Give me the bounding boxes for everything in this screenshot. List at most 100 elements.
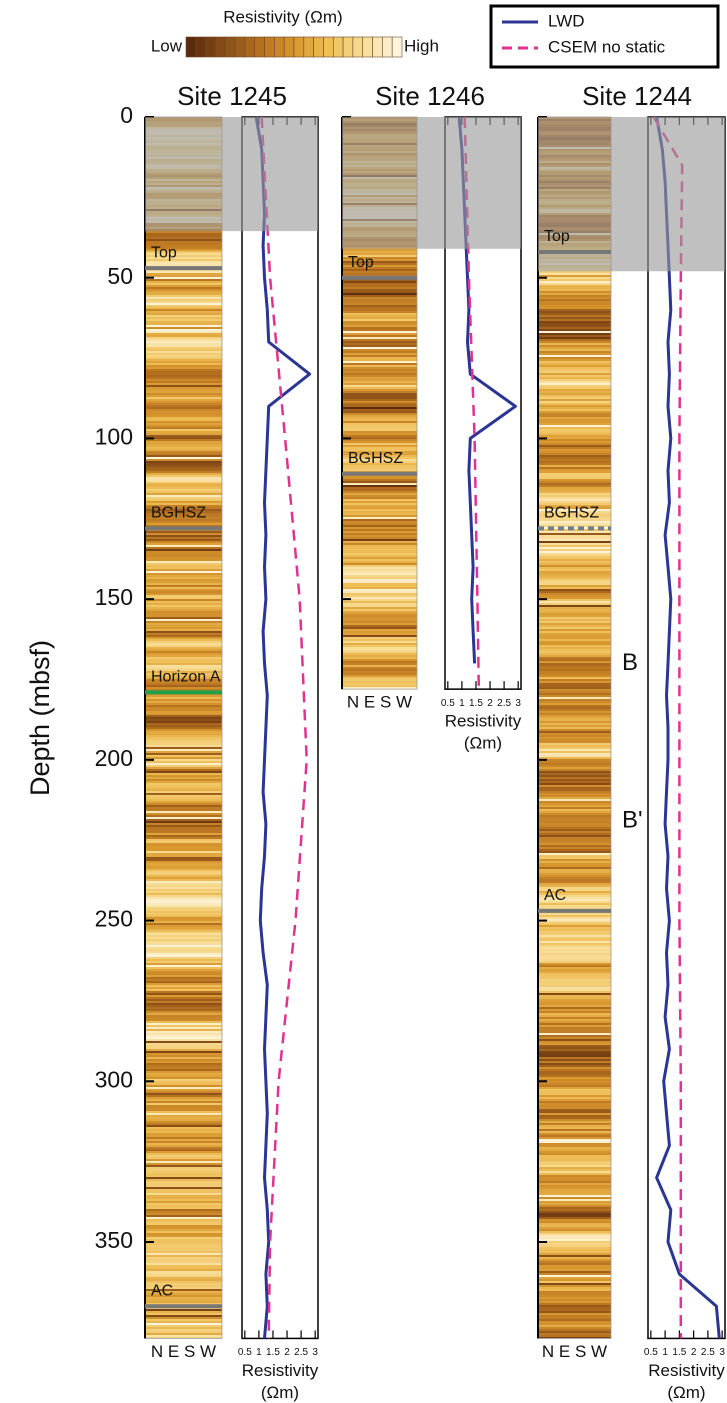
log-texture [145, 289, 222, 292]
log-texture [145, 1027, 222, 1030]
log-texture [538, 1071, 611, 1074]
log-texture [145, 759, 222, 762]
log-texture [538, 1223, 611, 1226]
log-texture [145, 715, 222, 718]
horizon-label: BGHSZ [151, 505, 206, 522]
log-texture [145, 477, 222, 480]
log-texture [538, 391, 611, 394]
log-texture [145, 307, 222, 310]
log-texture [342, 413, 417, 416]
log-texture [145, 1121, 222, 1124]
log-texture [145, 1049, 222, 1052]
log-texture [538, 1123, 611, 1126]
log-texture [145, 935, 222, 938]
log-texture [538, 543, 611, 546]
log-texture [342, 613, 417, 616]
log-texture [145, 937, 222, 940]
log-texture [538, 465, 611, 468]
log-texture [538, 1227, 611, 1230]
log-texture [145, 817, 222, 820]
log-texture [538, 319, 611, 322]
log-texture [538, 927, 611, 930]
log-texture [342, 457, 417, 460]
log-texture [342, 485, 417, 488]
log-texture [342, 407, 417, 410]
log-texture [342, 661, 417, 664]
log-texture [145, 1215, 222, 1218]
log-texture [538, 775, 611, 778]
log-texture [538, 349, 611, 352]
log-texture [538, 461, 611, 464]
log-texture [538, 725, 611, 728]
y-tick-label: 300 [95, 1066, 133, 1092]
log-texture [538, 403, 611, 406]
log-texture [538, 791, 611, 794]
log-texture [538, 507, 611, 510]
log-texture [538, 1005, 611, 1008]
log-texture [145, 797, 222, 800]
log-texture [145, 595, 222, 598]
log-texture [145, 257, 222, 260]
log-texture [538, 651, 611, 654]
log-texture [342, 459, 417, 462]
log-texture [538, 755, 611, 758]
log-texture [145, 825, 222, 828]
log-texture [538, 821, 611, 824]
log-texture [538, 1177, 611, 1180]
log-texture [145, 709, 222, 712]
log-texture [145, 875, 222, 878]
log-texture [538, 683, 611, 686]
log-texture [538, 675, 611, 678]
colorbar-cell [372, 36, 383, 58]
log-texture [145, 513, 222, 516]
log-texture [538, 291, 611, 294]
log-texture [342, 309, 417, 312]
log-texture [538, 493, 611, 496]
log-texture [538, 699, 611, 702]
log-texture [145, 633, 222, 636]
log-texture [538, 591, 611, 594]
log-texture [145, 639, 222, 642]
log-texture [145, 1185, 222, 1188]
log-texture [538, 973, 611, 976]
log-texture [342, 443, 417, 446]
log-texture [538, 1001, 611, 1004]
log-texture [145, 993, 222, 996]
log-texture [145, 351, 222, 354]
log-texture [538, 317, 611, 320]
log-texture [145, 1233, 222, 1236]
log-texture [145, 387, 222, 390]
log-texture [538, 1211, 611, 1214]
log-texture [342, 359, 417, 362]
log-texture [538, 1053, 611, 1056]
log-texture [145, 273, 222, 276]
log-texture [342, 395, 417, 398]
horizon-label: AC [151, 1283, 173, 1300]
log-texture [145, 325, 222, 328]
log-texture [538, 325, 611, 328]
log-texture [342, 437, 417, 440]
log-texture [538, 439, 611, 442]
log-texture [342, 555, 417, 558]
log-texture [145, 675, 222, 678]
log-texture [145, 481, 222, 484]
log-texture [145, 761, 222, 764]
log-texture [342, 293, 417, 296]
log-texture [342, 579, 417, 582]
log-texture [538, 1265, 611, 1268]
log-texture [342, 589, 417, 592]
log-texture [145, 751, 222, 754]
log-texture [538, 657, 611, 660]
colorbar-cell [185, 36, 197, 58]
log-texture [538, 913, 611, 916]
log-texture [145, 1123, 222, 1126]
log-texture [145, 657, 222, 660]
log-texture [538, 1089, 611, 1092]
log-texture [145, 311, 222, 314]
log-texture [538, 1167, 611, 1170]
log-texture [145, 783, 222, 786]
log-texture [538, 1019, 611, 1022]
log-texture [538, 1141, 611, 1144]
x-tick-label: 3 [515, 698, 521, 709]
log-texture [538, 397, 611, 400]
